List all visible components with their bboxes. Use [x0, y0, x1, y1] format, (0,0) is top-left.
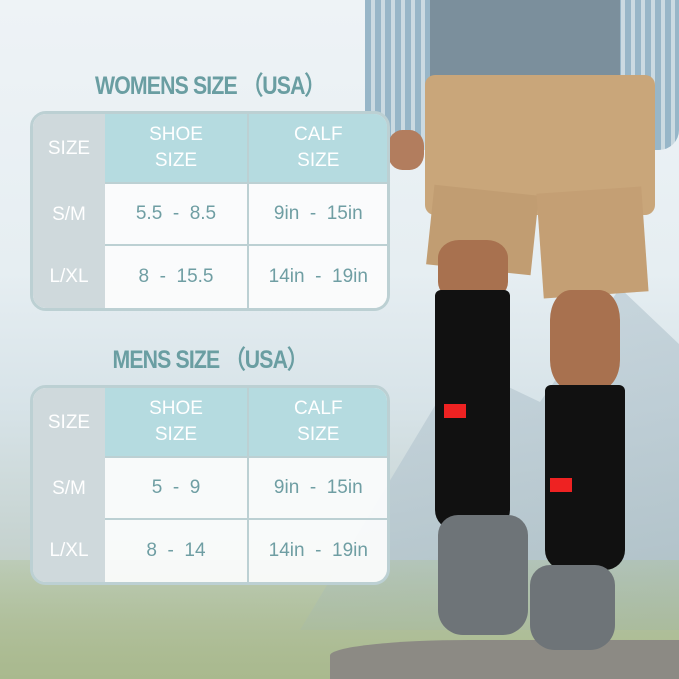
header-size: SIZE — [33, 388, 105, 458]
header-calf-size: CALF SIZE — [249, 388, 387, 458]
header-shoe-size: SHOE SIZE — [105, 388, 249, 458]
header-calf-size: CALF SIZE — [249, 114, 387, 184]
mens-size-table: SIZE SHOE SIZE CALF SIZE S/M 5 - 9 9in -… — [30, 385, 390, 585]
calf-size-value: 14in - 19in — [249, 246, 387, 308]
size-label: L/XL — [33, 246, 105, 308]
shoe-size-value: 8 - 15.5 — [105, 246, 249, 308]
womens-size-table: SIZE SHOE SIZE CALF SIZE S/M 5.5 - 8.5 9… — [30, 111, 390, 311]
womens-size-title: WOMENS SIZE （USA） — [95, 72, 326, 100]
calf-size-value: 9in - 15in — [249, 458, 387, 520]
shoe-size-value: 5.5 - 8.5 — [105, 184, 249, 246]
size-label: S/M — [33, 458, 105, 520]
size-label: L/XL — [33, 520, 105, 582]
header-size: SIZE — [33, 114, 105, 184]
header-shoe-size: SHOE SIZE — [105, 114, 249, 184]
size-label: S/M — [33, 184, 105, 246]
rock-ground — [330, 640, 679, 679]
calf-size-value: 14in - 19in — [249, 520, 387, 582]
mens-size-title: MENS SIZE （USA） — [112, 346, 308, 374]
calf-size-value: 9in - 15in — [249, 184, 387, 246]
shoe-size-value: 8 - 14 — [105, 520, 249, 582]
shoe-size-value: 5 - 9 — [105, 458, 249, 520]
